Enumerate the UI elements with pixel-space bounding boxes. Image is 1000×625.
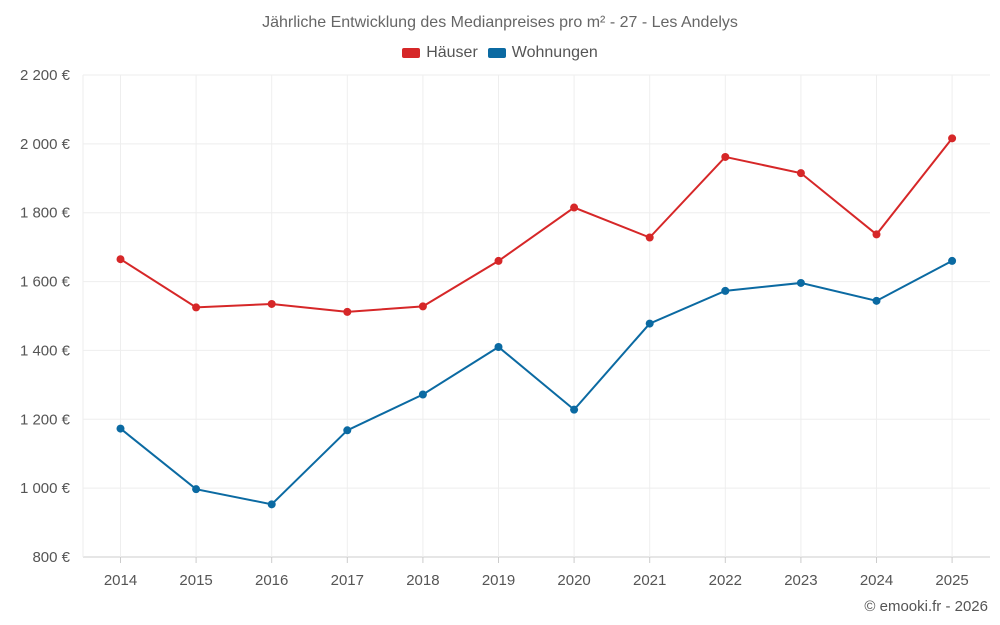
x-tick-label: 2022 (709, 572, 742, 589)
x-tick-label: 2024 (860, 572, 893, 589)
x-tick-label: 2025 (935, 572, 968, 589)
data-point-apartments (192, 485, 201, 494)
data-point-apartments (418, 390, 427, 399)
data-point-houses (570, 203, 579, 212)
legend-swatch-apartments (487, 48, 506, 58)
legend-item-houses[interactable]: Häuser (402, 44, 478, 62)
x-tick-label: 2018 (406, 572, 439, 589)
legend-swatch-houses (402, 48, 421, 58)
data-point-apartments (267, 500, 276, 509)
chart-title: Jährliche Entwicklung des Medianpreises … (262, 14, 738, 31)
data-point-apartments (721, 286, 730, 295)
data-point-apartments (796, 278, 805, 287)
chart-legend: Häuser Wohnungen (0, 44, 1000, 62)
data-point-apartments (116, 424, 125, 433)
x-tick-label: 2014 (104, 572, 137, 589)
y-tick-label: 1 600 € (20, 274, 71, 291)
y-tick-label: 1 000 € (20, 480, 71, 497)
data-point-apartments (494, 342, 503, 351)
x-tick-label: 2023 (784, 572, 817, 589)
data-point-houses (796, 169, 805, 178)
data-point-houses (192, 303, 201, 312)
data-point-houses (645, 233, 654, 242)
x-tick-label: 2020 (557, 572, 590, 589)
x-tick-label: 2016 (255, 572, 288, 589)
legend-label-apartments: Wohnungen (511, 44, 598, 61)
data-point-houses (948, 134, 957, 143)
y-tick-label: 2 000 € (20, 136, 71, 153)
legend-item-apartments[interactable]: Wohnungen (487, 44, 598, 62)
y-tick-label: 1 400 € (20, 342, 71, 359)
data-point-houses (872, 230, 881, 239)
x-tick-label: 2015 (179, 572, 212, 589)
data-point-apartments (570, 405, 579, 414)
data-point-houses (721, 152, 730, 161)
data-point-apartments (948, 256, 957, 265)
data-point-houses (418, 302, 427, 311)
x-tick-label: 2019 (482, 572, 515, 589)
x-tick-label: 2017 (331, 572, 364, 589)
y-tick-label: 800 € (32, 549, 70, 566)
data-point-houses (494, 256, 503, 265)
data-point-apartments (343, 426, 352, 435)
series-line-apartments (119, 260, 953, 506)
y-tick-label: 1 800 € (20, 205, 71, 222)
data-point-houses (116, 255, 125, 264)
series-line-houses (119, 137, 953, 313)
data-point-apartments (645, 319, 654, 328)
data-point-houses (267, 299, 276, 308)
data-point-apartments (872, 296, 881, 305)
y-tick-label: 1 200 € (20, 411, 71, 428)
legend-label-houses: Häuser (426, 44, 478, 61)
y-tick-label: 2 200 € (20, 67, 71, 84)
x-tick-label: 2021 (633, 572, 666, 589)
copyright-notice: © emooki.fr - 2026 (864, 598, 988, 615)
data-point-houses (343, 307, 352, 316)
